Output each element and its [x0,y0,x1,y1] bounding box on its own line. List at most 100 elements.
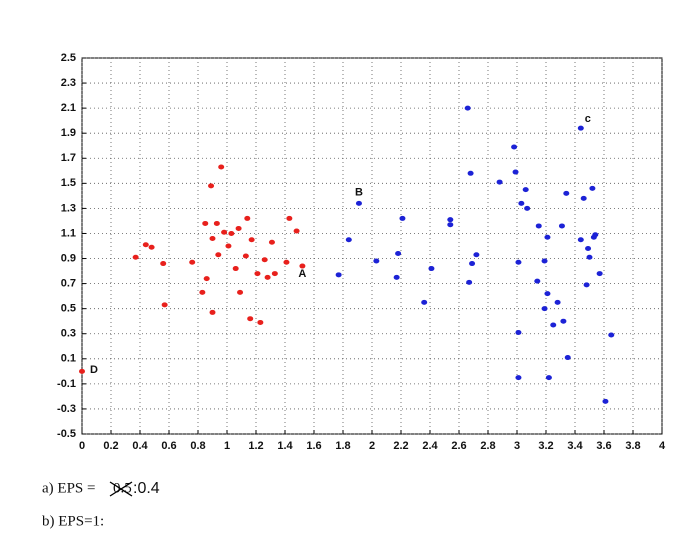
x-tick-label: 1 [224,440,230,452]
point [161,302,168,308]
y-tick-label: -0.5 [57,428,76,440]
point [585,246,592,252]
point [554,299,561,305]
y-tick-label: 1.7 [61,152,76,164]
point [592,232,599,238]
point [160,261,167,267]
y-tick-label: 1.3 [61,202,76,214]
point [242,253,249,259]
point [264,274,271,280]
point [602,398,609,404]
point [148,244,155,250]
point [393,274,400,280]
point [335,272,342,278]
point [142,242,149,248]
point [244,215,251,221]
strike [109,481,133,497]
x-tick-label: 0.6 [161,440,176,452]
point [469,261,476,267]
point [248,237,255,243]
caption-a-correction: :0.4 [133,480,160,497]
point [515,259,522,265]
point [345,237,352,243]
point [534,278,541,284]
point [596,271,603,277]
point [577,237,584,243]
x-tick-label: 3.4 [567,440,583,452]
point [515,329,522,335]
point [202,220,209,226]
point [373,258,380,264]
x-tick-label: 2.2 [393,440,408,452]
point [225,243,232,249]
point [254,271,261,277]
annotation: c [585,113,591,125]
x-tick-label: 0.2 [103,440,118,452]
y-tick-label: 1.5 [61,177,76,189]
point [583,282,590,288]
point [286,215,293,221]
y-tick-label: 2.3 [61,77,76,89]
x-tick-label: 1.8 [335,440,350,452]
point [496,179,503,185]
point [511,144,518,150]
x-tick-label: 1.4 [277,440,293,452]
point [237,289,244,295]
point [550,322,557,328]
y-tick-label: 0.7 [61,278,76,290]
point [541,306,548,312]
point [608,332,615,338]
y-tick-label: 2.1 [61,102,76,114]
point [218,164,225,170]
x-tick-label: 2.6 [451,440,466,452]
point [203,276,210,282]
x-tick-label: 3 [514,440,520,452]
y-tick-label: 2.5 [61,52,76,64]
point [558,223,565,229]
point [355,200,362,206]
point [283,259,290,265]
y-tick-label: 0.3 [61,328,76,340]
point [299,263,306,269]
point [524,205,531,211]
point [209,309,216,315]
point [199,289,206,295]
point [399,215,406,221]
point [577,125,584,131]
x-tick-label: 2 [369,440,375,452]
point [261,257,268,263]
point [293,228,300,234]
point [564,355,571,361]
point [589,185,596,191]
point [447,222,454,228]
point [421,299,428,305]
point [213,220,220,226]
caption-b: b) EPS=1: [42,513,104,529]
point [544,291,551,297]
y-tick-label: -0.3 [57,403,76,415]
y-tick-label: -0.1 [57,378,76,390]
point [473,252,480,258]
x-tick-label: 2.4 [422,440,438,452]
x-tick-label: 3.2 [538,440,553,452]
point [132,254,139,260]
point [247,316,254,322]
point [215,252,222,258]
point [257,319,264,325]
point [395,251,402,257]
y-tick-label: 1.9 [61,127,76,139]
x-tick-label: 0 [79,440,85,452]
point [271,271,278,277]
x-tick-label: 2.8 [480,440,495,452]
point [586,254,593,260]
caption-a-prefix: a) EPS = [42,480,95,496]
point [544,234,551,240]
point [563,190,570,196]
annotation: D [90,364,98,376]
point [466,279,473,285]
point [232,266,239,272]
point [522,187,529,193]
y-tick-label: 0.9 [61,252,76,264]
x-tick-label: 1.6 [306,440,321,452]
